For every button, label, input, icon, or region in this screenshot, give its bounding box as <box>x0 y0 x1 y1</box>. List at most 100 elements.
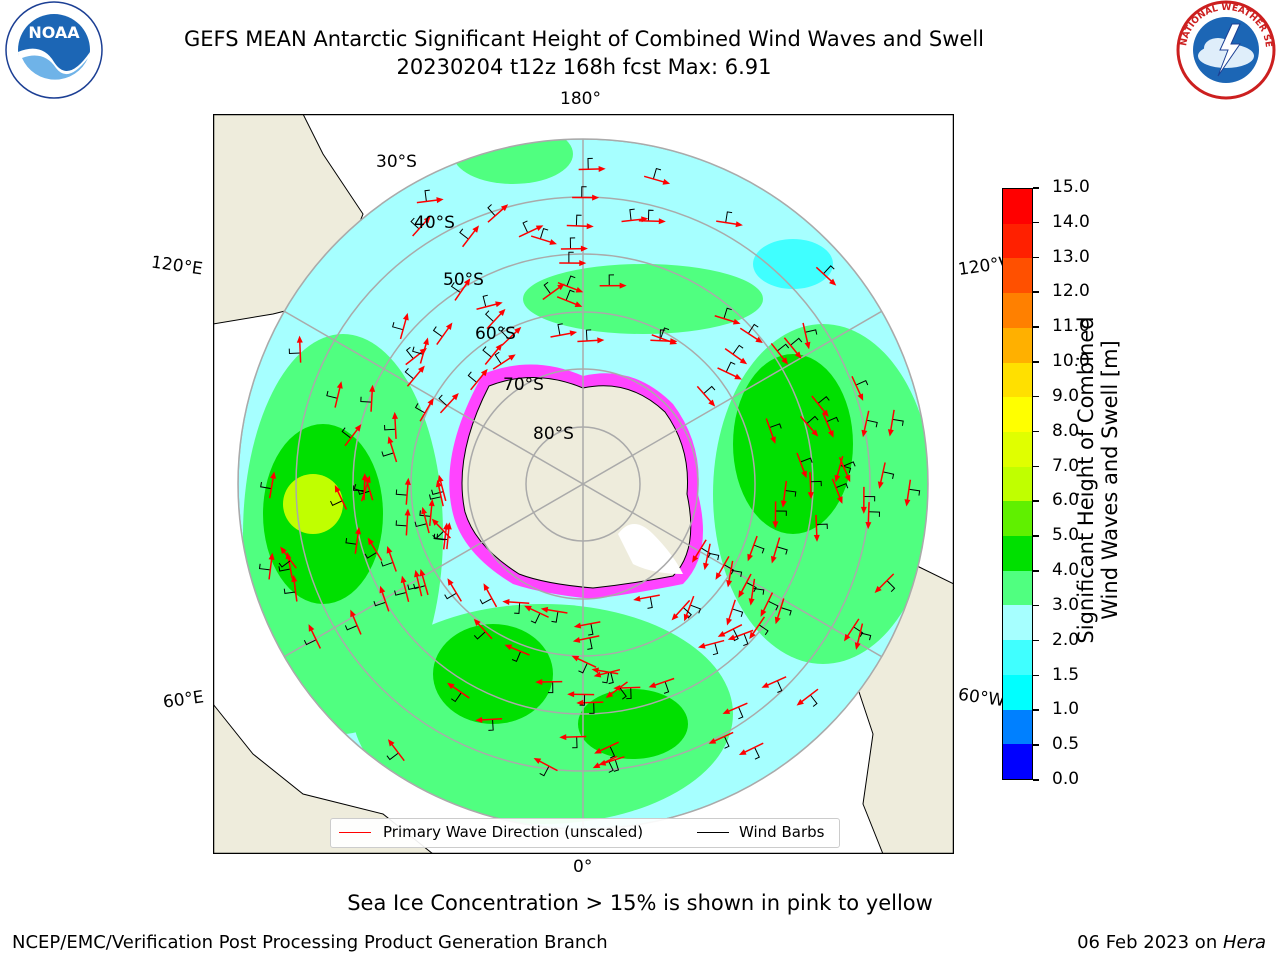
wave-arrow <box>876 573 895 592</box>
wave-arrow <box>364 477 374 501</box>
wind-barb <box>414 521 427 528</box>
colorbar-segment <box>1003 605 1032 641</box>
wave-arrow <box>577 339 602 343</box>
date-label: 06 Feb 2023 on <box>1077 932 1223 953</box>
wave-arrow-head <box>480 368 488 377</box>
wave-arrow <box>389 741 405 762</box>
wave-arrow-head <box>671 613 679 621</box>
wave-arrow-head <box>904 499 911 507</box>
wave-arrow-head <box>727 634 736 641</box>
wave-arrow <box>268 474 275 499</box>
wind-barb <box>494 351 502 365</box>
wave-arrow-head <box>735 221 743 228</box>
wave-arrow <box>562 735 587 739</box>
wind-barb <box>488 719 494 731</box>
wave-arrow-head <box>355 527 362 535</box>
wave-arrow-head <box>854 642 861 650</box>
wave-arrow-head <box>748 598 755 606</box>
wave-arrow-head <box>296 335 303 343</box>
wind-barb <box>758 624 769 636</box>
wave-arrow-head <box>428 499 435 507</box>
colorbar-label: Significant Height of Combined Wind Wave… <box>1074 316 1122 644</box>
wave-arrow <box>399 315 408 340</box>
wave-arrow-head <box>605 691 614 698</box>
wave-arrow <box>856 623 864 648</box>
wave-arrow <box>775 598 785 622</box>
wind-barb <box>278 560 291 568</box>
wind-barb <box>568 251 574 264</box>
wave-arrow-head <box>813 534 820 542</box>
wind-barb <box>450 282 461 293</box>
wind-barb <box>451 692 462 703</box>
wind-barb <box>345 537 357 545</box>
wind-barb <box>283 588 296 594</box>
wave-arrow-head <box>613 684 621 691</box>
wind-barb <box>817 395 830 404</box>
wave-arrow <box>636 594 660 601</box>
wave-arrow-head <box>739 357 748 365</box>
colorbar-tick-mark <box>1033 395 1039 398</box>
wave-arrow <box>556 296 580 307</box>
wind-barb <box>626 687 632 700</box>
wave-arrow <box>387 548 397 572</box>
wave-arrow-head <box>715 572 722 580</box>
wave-arrow <box>419 400 433 422</box>
wave-arrow-head <box>772 521 779 529</box>
lon-label-120e: 120°E <box>149 252 204 280</box>
wind-barb <box>429 494 442 500</box>
wave-arrow-head <box>834 474 841 483</box>
wave-arrow-head <box>571 655 580 662</box>
wave-arrow <box>354 529 360 554</box>
wind-barb <box>438 394 448 407</box>
wind-barb <box>725 361 736 373</box>
wave-arrow <box>530 235 555 244</box>
wind-barb <box>810 480 822 487</box>
colorbar-tick-mark <box>1033 744 1039 746</box>
colorbar-segment <box>1003 466 1032 502</box>
wave-arrow <box>750 616 766 638</box>
lat-label-70s: 70°S <box>503 375 544 395</box>
wave-arrow-head <box>285 551 292 560</box>
wind-barb <box>608 274 614 286</box>
wind-barb <box>585 329 592 341</box>
wave-arrow <box>594 669 619 675</box>
wave-arrow-head <box>726 580 733 588</box>
wave-arrow <box>845 618 860 640</box>
wind-barb <box>303 639 317 646</box>
wave-arrow <box>643 175 668 184</box>
wind-barb <box>330 500 343 507</box>
wave-arrow-head <box>495 343 503 351</box>
date-text: 06 Feb 2023 on Hera <box>1077 932 1266 953</box>
wind-barb <box>380 561 394 567</box>
wave-arrow-head <box>722 708 731 714</box>
wave-arrow <box>579 701 604 704</box>
wave-arrow-head <box>386 546 393 554</box>
wind-barb <box>800 457 813 463</box>
wave-arrow-head <box>495 301 503 308</box>
wind-barb <box>723 736 730 749</box>
wind-barb <box>754 747 760 760</box>
wind-barb <box>511 651 522 663</box>
wind-barb <box>581 186 587 198</box>
wind-barb <box>805 329 818 335</box>
wind-barb <box>743 633 749 647</box>
wind-barb <box>629 208 635 221</box>
wave-arrow-head <box>717 630 726 637</box>
colorbar-tick-mark <box>1033 709 1039 711</box>
wave-arrow-head <box>557 283 565 291</box>
wave-arrow-head <box>598 165 606 172</box>
wind-barb <box>712 642 719 656</box>
wave-arrow-head <box>781 357 789 365</box>
wave-arrow-head <box>291 574 298 583</box>
wind-barb <box>522 220 529 233</box>
wave-arrow <box>436 324 452 345</box>
wind-barb <box>482 346 492 358</box>
wind-barb <box>412 346 424 355</box>
wave-arrow <box>601 756 625 765</box>
wave-arrow-head <box>591 667 599 674</box>
wave-arrow <box>487 205 507 223</box>
wind-barb <box>769 423 782 429</box>
colorbar-tick-label: 0.5 <box>1052 734 1080 755</box>
wind-barb <box>572 736 578 749</box>
wave-arrow-head <box>749 631 756 640</box>
